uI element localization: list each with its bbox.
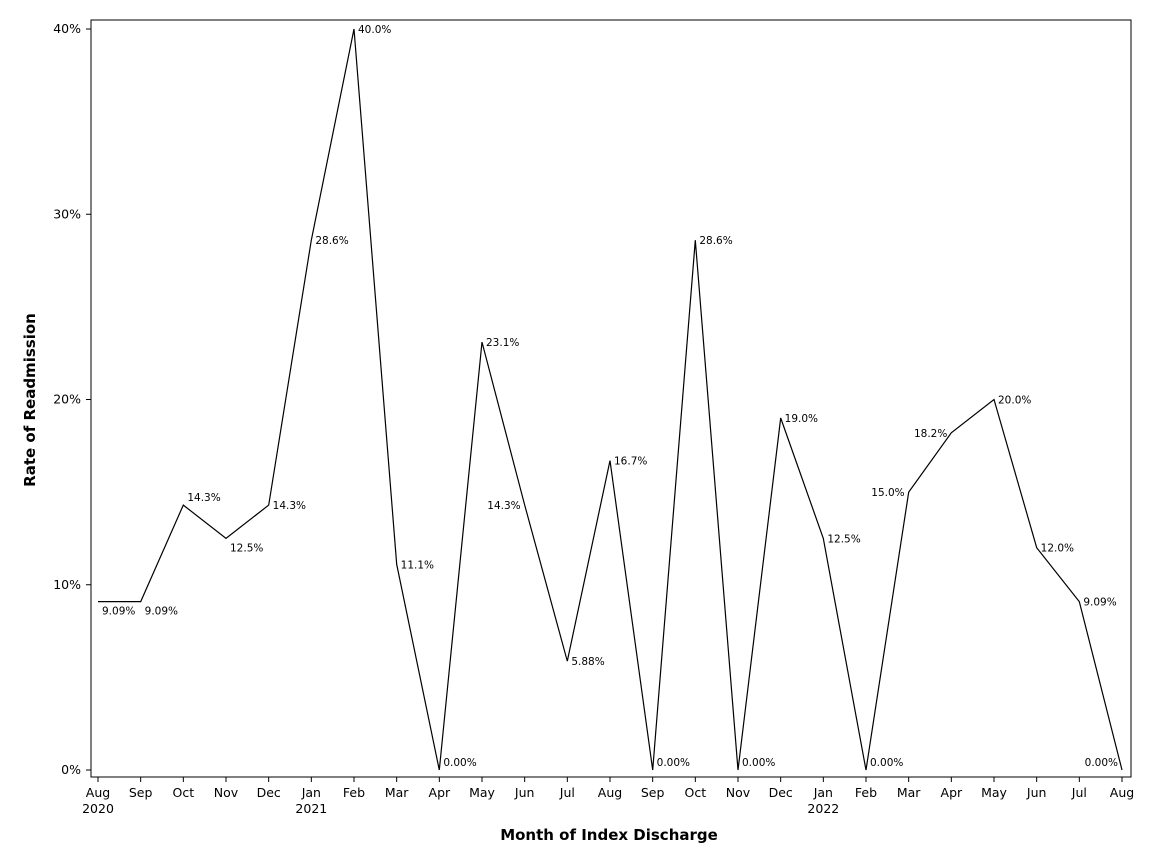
x-tick-label: Aug — [86, 785, 110, 800]
x-tick-label: Mar — [385, 785, 409, 800]
y-tick-label: 40% — [53, 21, 81, 36]
data-label: 5.88% — [571, 656, 604, 668]
data-label: 0.00% — [657, 757, 690, 769]
data-label: 12.5% — [827, 533, 860, 545]
x-tick-label: Nov — [214, 785, 239, 800]
y-axis-title: Rate of Readmission — [21, 313, 39, 487]
data-label: 0.00% — [870, 757, 903, 769]
x-axis-title: Month of Index Discharge — [500, 826, 718, 844]
data-label: 12.0% — [1041, 543, 1074, 555]
data-label: 14.3% — [273, 500, 306, 512]
x-tick-label: Dec — [769, 785, 793, 800]
data-label: 12.5% — [230, 542, 263, 554]
y-tick-label: 0% — [61, 762, 81, 777]
data-label: 16.7% — [614, 456, 647, 468]
x-tick-label: Jul — [559, 785, 575, 800]
x-tick-label: Jan — [301, 785, 321, 800]
data-labels: 9.09% 9.09% 14.3% 12.5% 14.3% 28.6% 40.0% 11.1%… — [102, 24, 1118, 769]
y-tick-label: 20% — [53, 392, 81, 407]
x-tick-label: May — [469, 785, 495, 800]
y-tick-label: 10% — [53, 577, 81, 592]
x-tick-label: Feb — [855, 785, 877, 800]
x-tick-label: Jan — [813, 785, 833, 800]
x-tick-label: May — [981, 785, 1007, 800]
x-year-label: 2020 — [82, 801, 114, 816]
x-tick-label: Apr — [941, 785, 963, 800]
data-label: 9.09% — [145, 606, 178, 618]
x-tick-label: Oct — [173, 785, 195, 800]
data-label: 15.0% — [871, 487, 904, 499]
x-tick-label: Aug — [1110, 785, 1134, 800]
data-label: 28.6% — [315, 235, 348, 247]
x-tick-label: Mar — [897, 785, 921, 800]
x-tick-label: Aug — [598, 785, 622, 800]
x-tick-label: Apr — [429, 785, 451, 800]
series-line — [98, 28, 1123, 771]
data-label: 14.3% — [487, 500, 520, 512]
plot-frame — [90, 19, 1132, 778]
data-label: 11.1% — [401, 559, 434, 571]
data-label: 0.00% — [443, 757, 476, 769]
data-label: 28.6% — [699, 235, 732, 247]
x-tick-label: Dec — [257, 785, 281, 800]
x-tick-label: Jul — [1071, 785, 1087, 800]
data-label: 0.00% — [742, 757, 775, 769]
y-axis: 0% 10% 20% 30% 40% — [53, 21, 91, 777]
x-axis: Aug Sep Oct Nov Dec Jan Feb Mar Apr May Jun Jul Aug S… — [82, 777, 1134, 816]
data-label: 40.0% — [358, 24, 391, 36]
x-tick-label: Oct — [685, 785, 707, 800]
data-label: 9.09% — [1083, 597, 1116, 609]
data-label: 9.09% — [102, 606, 135, 618]
data-label: 23.1% — [486, 337, 519, 349]
data-label: 0.00% — [1085, 757, 1118, 769]
data-label: 18.2% — [914, 428, 947, 440]
data-label: 20.0% — [998, 395, 1031, 407]
data-label: 14.3% — [187, 492, 220, 504]
data-label: 19.0% — [785, 413, 818, 425]
x-tick-label: Sep — [641, 785, 665, 800]
x-tick-label: Feb — [343, 785, 365, 800]
x-tick-label: Jun — [514, 785, 535, 800]
x-tick-label: Jun — [1026, 785, 1047, 800]
y-tick-label: 30% — [53, 206, 81, 221]
x-year-label: 2021 — [295, 801, 327, 816]
x-tick-label: Sep — [129, 785, 153, 800]
x-year-label: 2022 — [807, 801, 839, 816]
x-tick-label: Nov — [726, 785, 751, 800]
